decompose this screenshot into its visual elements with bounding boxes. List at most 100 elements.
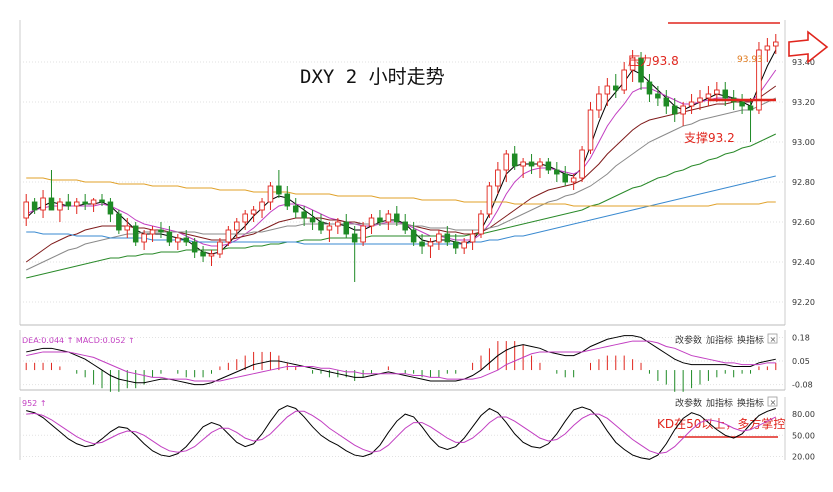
candle: [385, 210, 392, 230]
add-indicator-button[interactable]: 加指标: [706, 397, 733, 409]
candle: [394, 206, 400, 226]
candle-body: [419, 241, 425, 247]
candle: [688, 94, 695, 114]
candle: [511, 146, 518, 170]
change-params-button[interactable]: 改参数: [675, 397, 702, 409]
candle-body: [191, 241, 198, 253]
candle: [301, 206, 307, 226]
candle-body: [520, 161, 526, 167]
candle: [452, 234, 459, 254]
close-panel-button[interactable]: ×: [767, 333, 778, 344]
candle: [284, 186, 291, 210]
candle: [250, 206, 257, 222]
candle: [183, 230, 189, 246]
candle-body: [335, 221, 341, 227]
candle: [82, 194, 88, 210]
candle: [57, 198, 63, 222]
macd-histogram: [25, 341, 777, 392]
candle-body: [579, 149, 585, 179]
candle: [596, 86, 602, 118]
candle: [351, 226, 358, 282]
candle-body: [705, 93, 712, 99]
candle-body: [360, 225, 366, 243]
candle-body: [537, 161, 543, 167]
price-tick-label: 92.60: [792, 218, 815, 227]
candle-body: [671, 105, 678, 115]
candle: [166, 226, 173, 246]
candle: [31, 198, 38, 214]
candle-body: [621, 69, 627, 91]
candle: [697, 90, 703, 110]
candle: [124, 218, 131, 238]
candle-body: [292, 205, 299, 213]
candle: [562, 166, 568, 186]
candle: [554, 162, 560, 182]
candle-body: [385, 213, 392, 223]
candle: [368, 214, 375, 234]
candle-body: [680, 105, 686, 115]
candle-body: [452, 241, 459, 249]
candle: [292, 198, 299, 218]
candle: [722, 82, 729, 106]
kd-y-axis: 80.00 50.00 20.00: [792, 410, 815, 461]
kd-panel: 952 ↑ 改参数 加指标 换指标 × KD在50以上，多方掌控: [19, 396, 786, 460]
chart-title: DXY 2 小时走势: [300, 66, 445, 88]
change-params-button[interactable]: 改参数: [675, 334, 702, 346]
candle: [436, 230, 442, 250]
candle-body: [655, 93, 661, 99]
kd-tick-label: 50.00: [792, 431, 815, 440]
candle-body: [276, 185, 282, 195]
candle: [537, 158, 543, 178]
candle-body: [99, 199, 105, 203]
candle-body: [714, 89, 720, 95]
candle-body: [259, 201, 265, 211]
candle-body: [528, 161, 535, 167]
candle: [756, 42, 762, 114]
candle-body: [116, 213, 122, 231]
candle: [427, 238, 434, 258]
candle-body: [739, 101, 745, 107]
candle-body: [90, 199, 97, 205]
kd-tick-label: 80.00: [792, 410, 815, 419]
candle: [671, 98, 678, 122]
kd-lines: [26, 405, 777, 460]
candle: [200, 246, 206, 262]
candle-body: [225, 229, 232, 243]
candle: [402, 214, 408, 234]
price-tick-label: 92.20: [792, 298, 815, 307]
candle: [377, 210, 383, 226]
close-panel-button[interactable]: ×: [767, 396, 778, 407]
candle-body: [73, 201, 80, 207]
switch-indicator-button[interactable]: 换指标: [737, 397, 764, 409]
candle: [267, 182, 274, 210]
candle-body: [722, 89, 729, 99]
candle-body: [158, 229, 164, 233]
candle-body: [234, 221, 240, 231]
candle: [419, 234, 425, 254]
candle: [48, 170, 55, 211]
candle-body: [175, 237, 181, 243]
candle-body: [149, 229, 156, 235]
candle: [621, 62, 627, 94]
candle-body: [318, 221, 324, 231]
arrow-right-icon: [788, 30, 829, 64]
d-line: [26, 410, 777, 455]
candle: [217, 238, 223, 258]
dif-line: [26, 335, 776, 386]
candle-body: [23, 201, 29, 219]
candle: [680, 102, 686, 126]
candle: [234, 218, 240, 238]
candle-body: [250, 209, 257, 215]
switch-indicator-button[interactable]: 换指标: [737, 334, 764, 346]
candle: [208, 250, 215, 266]
candle-body: [65, 201, 72, 207]
candle: [545, 158, 552, 174]
candle: [478, 210, 484, 238]
candle-body: [773, 41, 779, 47]
candle: [259, 198, 265, 218]
candle: [655, 86, 661, 106]
candle: [410, 222, 417, 246]
add-indicator-button[interactable]: 加指标: [706, 334, 733, 346]
candle-body: [697, 97, 703, 103]
